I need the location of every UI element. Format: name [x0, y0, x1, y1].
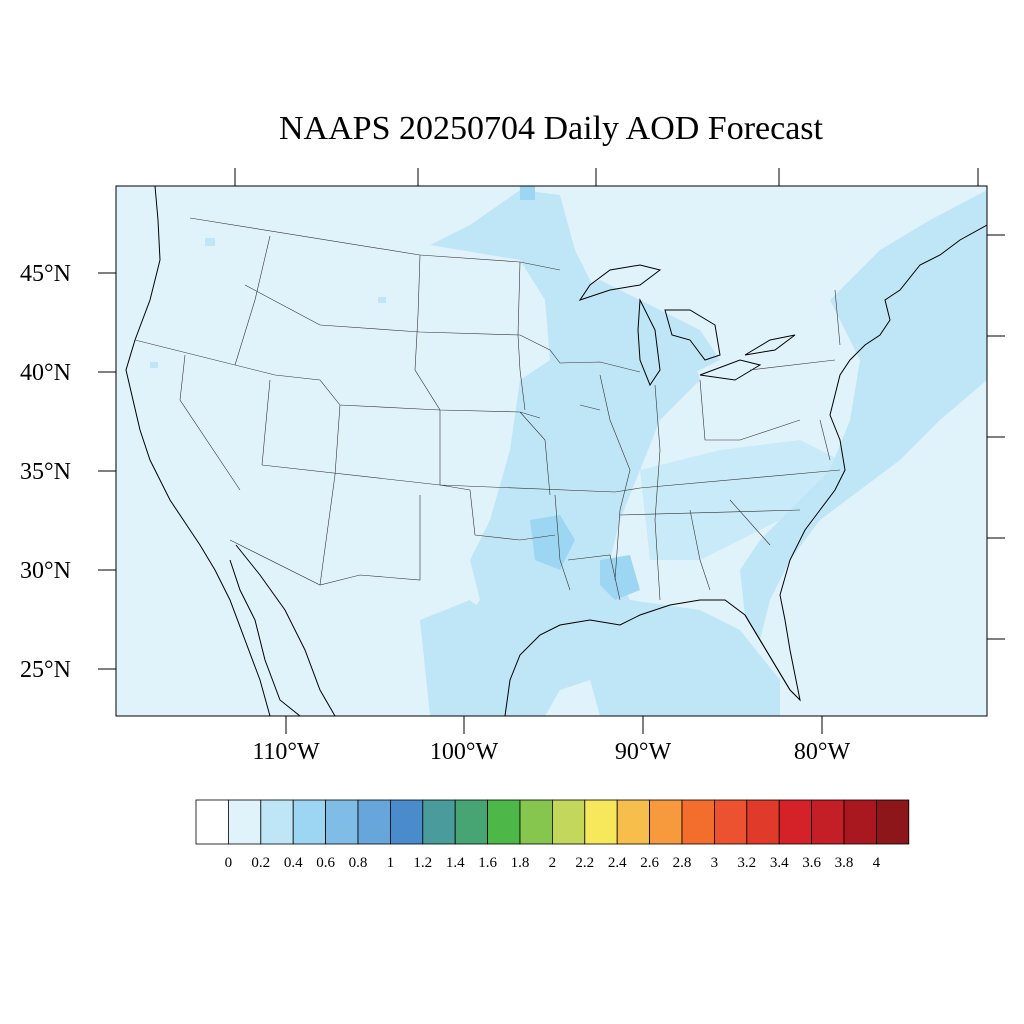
lat-label-35n: 35°N: [20, 459, 71, 485]
colorbar: [195, 799, 910, 845]
colorbar-tick-label: 3.8: [834, 855, 854, 871]
colorbar-swatch: [649, 799, 683, 845]
colorbar-swatch: [876, 799, 910, 845]
colorbar-swatch: [292, 799, 327, 845]
lat-label-25n: 25°N: [20, 657, 71, 683]
colorbar-tick-label: 0.2: [251, 855, 271, 871]
colorbar-tick-label: 3: [710, 855, 719, 871]
lon-label-100w: 100°W: [429, 739, 499, 765]
colorbar-tick-label: 0.4: [283, 855, 303, 871]
colorbar-swatch: [422, 799, 456, 845]
colorbar-tick-label: 1.6: [478, 855, 497, 871]
colorbar-swatch: [714, 799, 748, 845]
colorbar-tick-label: 0.6: [316, 855, 335, 871]
colorbar-swatch: [195, 799, 229, 845]
lon-label-90w: 90°W: [614, 739, 672, 765]
coastlines: [125, 186, 987, 716]
colorbar-tick-label: 1.2: [413, 855, 433, 871]
colorbar-swatch: [811, 799, 845, 845]
colorbar-tick-label: 3.2: [737, 855, 757, 871]
colorbar-tick-label: 2: [548, 855, 557, 871]
lat-label-30n: 30°N: [20, 558, 71, 584]
colorbar-swatch: [778, 799, 813, 845]
colorbar-tick-label: 2.4: [607, 855, 627, 871]
colorbar-swatch: [746, 799, 780, 845]
colorbar-tick-label: 1: [386, 855, 395, 871]
bottom-ticks: [285, 716, 823, 734]
lon-label-110w: 110°W: [252, 739, 320, 765]
colorbar-tick-label: 2.2: [575, 855, 595, 871]
top-ticks: [234, 168, 979, 186]
colorbar-tick-label: 0.8: [348, 855, 368, 871]
colorbar-swatch: [357, 799, 391, 845]
lat-label-45n: 45°N: [20, 261, 71, 287]
colorbar-swatch: [389, 799, 424, 845]
state-borders: [134, 217, 841, 601]
colorbar-tick-label: 2.8: [672, 855, 692, 871]
lon-label-80w: 80°W: [793, 739, 851, 765]
colorbar-swatch: [487, 799, 521, 845]
colorbar-tick-label: 1.4: [445, 855, 465, 871]
right-ticks: [987, 234, 1005, 640]
colorbar-swatch: [843, 799, 877, 845]
colorbar-swatch: [681, 799, 715, 845]
colorbar-tick-label: 0: [224, 855, 233, 871]
colorbar-tick-label: 3.6: [802, 855, 821, 871]
left-ticks: [98, 272, 116, 670]
colorbar-tick-label: 1.8: [510, 855, 530, 871]
colorbar-swatch: [519, 799, 553, 845]
colorbar-tick-label: 4: [872, 855, 881, 871]
colorbar-swatch: [616, 799, 651, 845]
colorbar-tick-label: 3.4: [769, 855, 789, 871]
colorbar-swatch: [552, 799, 586, 845]
colorbar-swatch: [260, 799, 294, 845]
aod-field-elevated: [150, 186, 987, 716]
colorbar-swatch: [227, 799, 262, 845]
colorbar-swatch: [325, 799, 359, 845]
map-frame: [115, 185, 988, 717]
colorbar-swatch: [584, 799, 618, 845]
colorbar-swatch: [454, 799, 489, 845]
map-title: NAAPS 20250704 Daily AOD Forecast: [279, 110, 823, 147]
lat-label-40n: 40°N: [20, 360, 71, 386]
colorbar-tick-label: 2.6: [640, 855, 659, 871]
